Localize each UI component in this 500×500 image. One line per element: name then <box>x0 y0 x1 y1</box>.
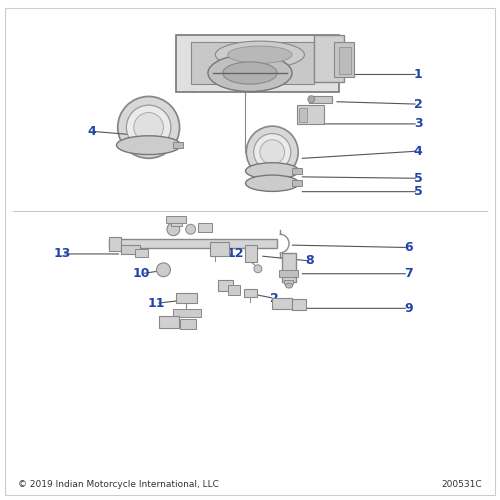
Bar <box>218 280 232 290</box>
Ellipse shape <box>260 140 284 164</box>
Text: 5: 5 <box>414 185 422 198</box>
Ellipse shape <box>216 41 304 68</box>
Text: 5: 5 <box>414 172 422 185</box>
Ellipse shape <box>286 283 292 288</box>
Circle shape <box>308 96 315 102</box>
Text: 13: 13 <box>54 248 71 260</box>
Circle shape <box>254 265 262 272</box>
Ellipse shape <box>208 54 292 92</box>
Bar <box>314 35 344 82</box>
Bar <box>158 316 180 328</box>
Ellipse shape <box>254 134 291 170</box>
Text: 2: 2 <box>270 292 279 305</box>
Ellipse shape <box>118 96 180 158</box>
Ellipse shape <box>246 126 298 178</box>
Ellipse shape <box>116 136 181 154</box>
Bar <box>292 300 306 310</box>
Bar <box>210 242 229 256</box>
Bar <box>190 42 314 84</box>
Bar <box>166 216 186 223</box>
Text: 12: 12 <box>226 248 244 260</box>
Bar <box>245 245 257 262</box>
Bar <box>300 108 307 122</box>
Bar <box>244 288 257 298</box>
Text: 3: 3 <box>414 118 422 130</box>
Bar <box>176 292 197 304</box>
Text: 6: 6 <box>404 241 412 254</box>
Text: 4: 4 <box>88 125 96 138</box>
Bar <box>282 253 296 282</box>
Ellipse shape <box>246 175 299 192</box>
Bar <box>109 237 122 251</box>
Bar <box>180 319 196 329</box>
Circle shape <box>167 223 180 235</box>
Text: 200531C: 200531C <box>442 480 482 490</box>
Text: 7: 7 <box>404 267 412 280</box>
Bar <box>292 180 302 186</box>
Text: 2: 2 <box>414 98 422 110</box>
Bar <box>297 105 324 124</box>
Ellipse shape <box>126 105 171 150</box>
Bar <box>292 168 302 174</box>
Bar <box>278 270 298 277</box>
Bar <box>272 298 292 310</box>
Ellipse shape <box>223 62 277 84</box>
Bar <box>174 142 183 148</box>
Text: 8: 8 <box>305 254 314 268</box>
Circle shape <box>186 224 196 234</box>
Ellipse shape <box>246 162 299 179</box>
Bar <box>339 48 351 74</box>
Bar <box>176 35 339 92</box>
Text: 4: 4 <box>414 144 422 158</box>
Bar <box>284 280 292 283</box>
Bar <box>122 245 140 254</box>
Text: 10: 10 <box>132 267 150 280</box>
Bar <box>310 96 332 102</box>
Bar <box>136 249 147 257</box>
Text: 9: 9 <box>404 302 412 315</box>
Bar <box>171 218 182 226</box>
Text: © 2019 Indian Motorcycle International, LLC: © 2019 Indian Motorcycle International, … <box>18 480 218 490</box>
Ellipse shape <box>228 46 292 64</box>
Bar <box>198 223 212 232</box>
Text: 1: 1 <box>414 68 422 81</box>
Bar <box>174 309 201 317</box>
Bar <box>334 42 354 77</box>
Bar <box>109 239 277 248</box>
Ellipse shape <box>134 112 164 142</box>
Text: 11: 11 <box>148 297 165 310</box>
Circle shape <box>156 263 170 276</box>
Bar <box>228 284 240 294</box>
